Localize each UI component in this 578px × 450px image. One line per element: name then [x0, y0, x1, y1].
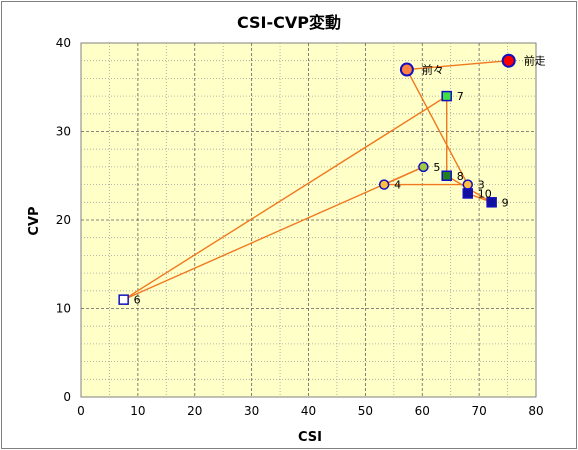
series-segment [123, 95, 448, 301]
x-axis-title: CSI [298, 430, 322, 445]
point-label: 5 [433, 161, 440, 174]
point-label: 9 [502, 196, 509, 209]
point-marker [501, 53, 516, 68]
series-segment [406, 60, 509, 71]
point-label: 8 [457, 170, 464, 183]
series-path [123, 60, 509, 301]
point-marker [418, 161, 429, 173]
x-tick-label: 80 [528, 404, 543, 418]
y-tick-label: 0 [63, 390, 71, 404]
x-tick-label: 20 [187, 404, 202, 418]
chart-title: CSI-CVP変動 [237, 13, 341, 32]
x-tick-label: 0 [77, 404, 85, 418]
point-marker [399, 62, 414, 77]
x-tick-label: 50 [358, 404, 373, 418]
y-tick-label: 10 [56, 302, 71, 316]
gridlines [81, 43, 536, 397]
y-tick-label: 20 [56, 213, 71, 227]
x-tick-label: 30 [244, 404, 259, 418]
point-marker [378, 179, 390, 190]
y-tick-label: 40 [56, 36, 71, 50]
x-tick-label: 40 [301, 404, 316, 418]
series-segment [123, 166, 424, 301]
x-tick-label: 70 [471, 404, 486, 418]
point-marker [118, 294, 129, 305]
y-tick-label: 30 [56, 125, 71, 139]
series-segment [406, 69, 469, 185]
point-label: 6 [134, 294, 141, 307]
point-label: 前走 [524, 54, 546, 68]
x-tick-label: 10 [130, 404, 145, 418]
point-marker [462, 179, 473, 190]
x-tick-label: 60 [415, 404, 430, 418]
y-axis-title: CVP [27, 206, 42, 235]
point-marker [441, 170, 452, 181]
series-markers [118, 53, 516, 305]
point-marker [462, 188, 473, 199]
tick-labels: 0 10 20 30 40 50 60 70 80 0 10 20 30 40 [56, 36, 544, 418]
point-label: 3 [478, 179, 485, 192]
point-label: 4 [394, 179, 401, 192]
point-label: 7 [457, 90, 464, 103]
point-label: 10 [478, 187, 492, 200]
point-marker [486, 197, 497, 208]
point-marker [441, 90, 452, 102]
point-label: 前々 [422, 63, 444, 77]
